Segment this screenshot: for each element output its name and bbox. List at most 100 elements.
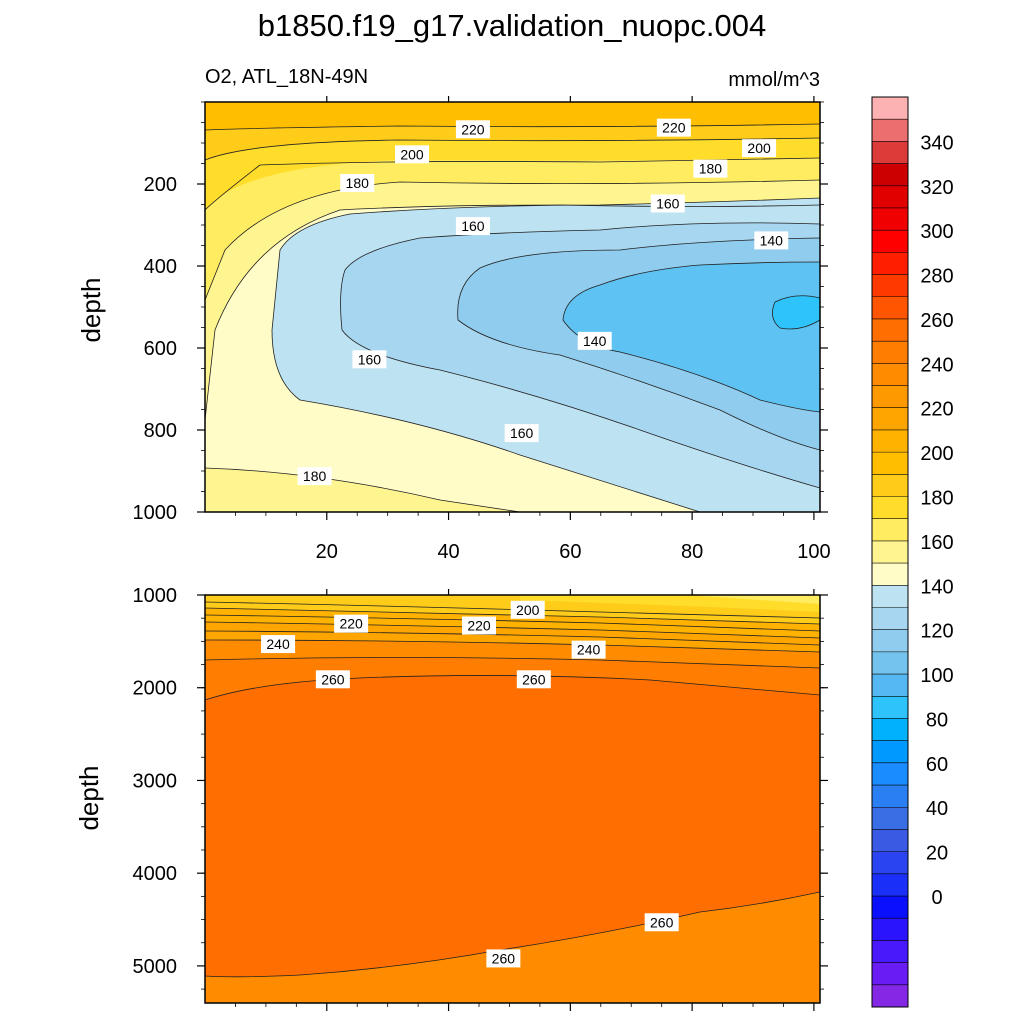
contour-label-bg bbox=[656, 118, 691, 137]
contour-label-bg bbox=[571, 640, 606, 659]
contour-label-bg bbox=[504, 424, 539, 443]
contour-label-text: 240 bbox=[266, 636, 290, 652]
colorbar-segment bbox=[872, 163, 908, 187]
contour-label-text: 200 bbox=[747, 140, 771, 156]
fill-130 bbox=[563, 262, 820, 412]
contour-label-bg bbox=[462, 616, 497, 635]
lower-contour-label: 260 bbox=[486, 949, 521, 968]
contour-label-bg bbox=[297, 467, 332, 486]
contour-label-bg bbox=[486, 949, 521, 968]
panel-left-label: O2, ATL_18N-49N bbox=[205, 66, 368, 88]
contour-label-bg bbox=[395, 145, 430, 164]
upper-xtick-label: 40 bbox=[437, 541, 459, 563]
colorbar-label: 340 bbox=[920, 132, 953, 154]
colorbar-segment bbox=[872, 851, 908, 875]
lower-ytick-label: 1000 bbox=[133, 585, 178, 607]
colorbar-label: 140 bbox=[920, 576, 953, 598]
colorbar-label: 300 bbox=[920, 221, 953, 243]
contour-label-text: 200 bbox=[400, 146, 424, 162]
upper-contour-label: 140 bbox=[577, 331, 612, 350]
colorbar-segment bbox=[872, 141, 908, 164]
colorbar-segment bbox=[872, 918, 908, 941]
lower-contour-label: 260 bbox=[315, 670, 350, 689]
contour-label-text: 140 bbox=[760, 232, 784, 248]
contour-label-bg bbox=[644, 913, 679, 932]
colorbar-segment bbox=[872, 762, 908, 786]
contour-label-bg bbox=[455, 217, 490, 236]
colorbar-label: 220 bbox=[920, 399, 953, 421]
lower-contour-label: 200 bbox=[510, 600, 545, 619]
contour-label-text: 180 bbox=[346, 175, 370, 191]
contour-label-text: 180 bbox=[303, 468, 327, 484]
colorbar-segment bbox=[872, 296, 908, 320]
upper-contour-label: 160 bbox=[455, 217, 490, 236]
upper-xtick-label: 80 bbox=[681, 541, 703, 563]
colorbar-segment bbox=[872, 119, 908, 142]
colorbar-segment bbox=[872, 385, 908, 409]
contour-label-text: 220 bbox=[467, 618, 491, 634]
lower-contour-fills bbox=[205, 595, 820, 1003]
colorbar-segment bbox=[872, 518, 908, 542]
fill-200-low bbox=[520, 595, 820, 612]
contour-label-bg bbox=[340, 174, 375, 192]
upper-contour-label: 220 bbox=[656, 118, 691, 137]
contour-label-bg bbox=[352, 350, 387, 369]
colorbar-label: 200 bbox=[920, 443, 953, 465]
colorbar-label: 320 bbox=[920, 177, 953, 199]
colorbar-label: 160 bbox=[920, 532, 953, 554]
colorbar-label: 0 bbox=[931, 887, 942, 909]
contour-label-text: 180 bbox=[699, 161, 723, 177]
colorbar-segment bbox=[872, 651, 908, 675]
colorbar-segment bbox=[872, 274, 908, 298]
colorbar-segment bbox=[872, 318, 908, 342]
contour-label-bg bbox=[693, 159, 728, 178]
colorbar-label: 100 bbox=[920, 665, 953, 687]
colorbar-segment bbox=[872, 363, 908, 386]
colorbar-segment bbox=[872, 97, 908, 120]
lower-ytick-label: 4000 bbox=[133, 863, 178, 885]
lower-contour-label: 260 bbox=[644, 913, 679, 932]
colorbar-segment bbox=[872, 252, 908, 275]
colorbar-label: 80 bbox=[926, 709, 948, 731]
contour-label-text: 160 bbox=[510, 425, 534, 441]
contour-label-bg bbox=[742, 139, 777, 158]
colorbar-segment bbox=[872, 696, 908, 719]
lower-contour-labels: 200 220 220 240 240 260 260 260 260 bbox=[261, 600, 679, 968]
colorbar-segment bbox=[872, 940, 908, 963]
colorbar-segment bbox=[872, 962, 908, 986]
colorbar-segment bbox=[872, 429, 908, 453]
upper-contour-label: 200 bbox=[395, 145, 430, 164]
fill-240 bbox=[205, 640, 820, 668]
contour-label-bg bbox=[510, 600, 545, 619]
colorbar-segment bbox=[872, 230, 908, 253]
colorbar-label: 280 bbox=[920, 266, 953, 288]
contour-label-text: 220 bbox=[339, 616, 363, 632]
contour-label-text: 260 bbox=[650, 914, 674, 930]
upper-contour-fills bbox=[205, 102, 820, 512]
upper-ytick-label: 400 bbox=[144, 256, 177, 278]
contour-label-bg bbox=[455, 120, 490, 139]
lower-plot-frame bbox=[204, 594, 821, 1004]
colorbar-label: 260 bbox=[920, 310, 953, 332]
colorbar-segment bbox=[872, 341, 908, 364]
contour-label-bg bbox=[516, 670, 551, 689]
colorbar-label: 120 bbox=[920, 621, 953, 643]
colorbar-segment bbox=[872, 496, 908, 520]
colorbar-segment bbox=[872, 207, 908, 231]
colorbar: 3403203002802602402202001801601401201008… bbox=[871, 96, 954, 1008]
upper-xtick-label: 100 bbox=[797, 541, 830, 563]
colorbar-segment bbox=[872, 740, 908, 764]
contour-label-text: 260 bbox=[492, 950, 516, 966]
lower-ytick-label: 5000 bbox=[133, 956, 178, 978]
colorbar-segment bbox=[872, 984, 908, 1008]
upper-ytick-label: 800 bbox=[144, 420, 177, 442]
colorbar-segment bbox=[872, 474, 908, 497]
colorbar-segment bbox=[872, 785, 908, 808]
upper-contour-label: 140 bbox=[754, 231, 789, 250]
contour-label-text: 260 bbox=[522, 671, 546, 687]
colorbar-segment bbox=[872, 629, 908, 653]
colorbar-label: 40 bbox=[926, 798, 948, 820]
figure-title: b1850.f19_g17.validation_nuopc.004 bbox=[258, 8, 767, 43]
fill-180-bottom bbox=[205, 468, 520, 512]
